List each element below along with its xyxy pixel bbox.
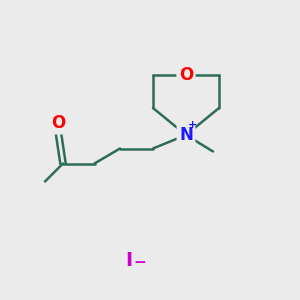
Text: I: I	[125, 251, 133, 271]
Text: O: O	[51, 114, 66, 132]
Text: N: N	[179, 126, 193, 144]
Text: +: +	[188, 119, 197, 130]
Text: −: −	[133, 255, 146, 270]
Text: O: O	[179, 66, 193, 84]
